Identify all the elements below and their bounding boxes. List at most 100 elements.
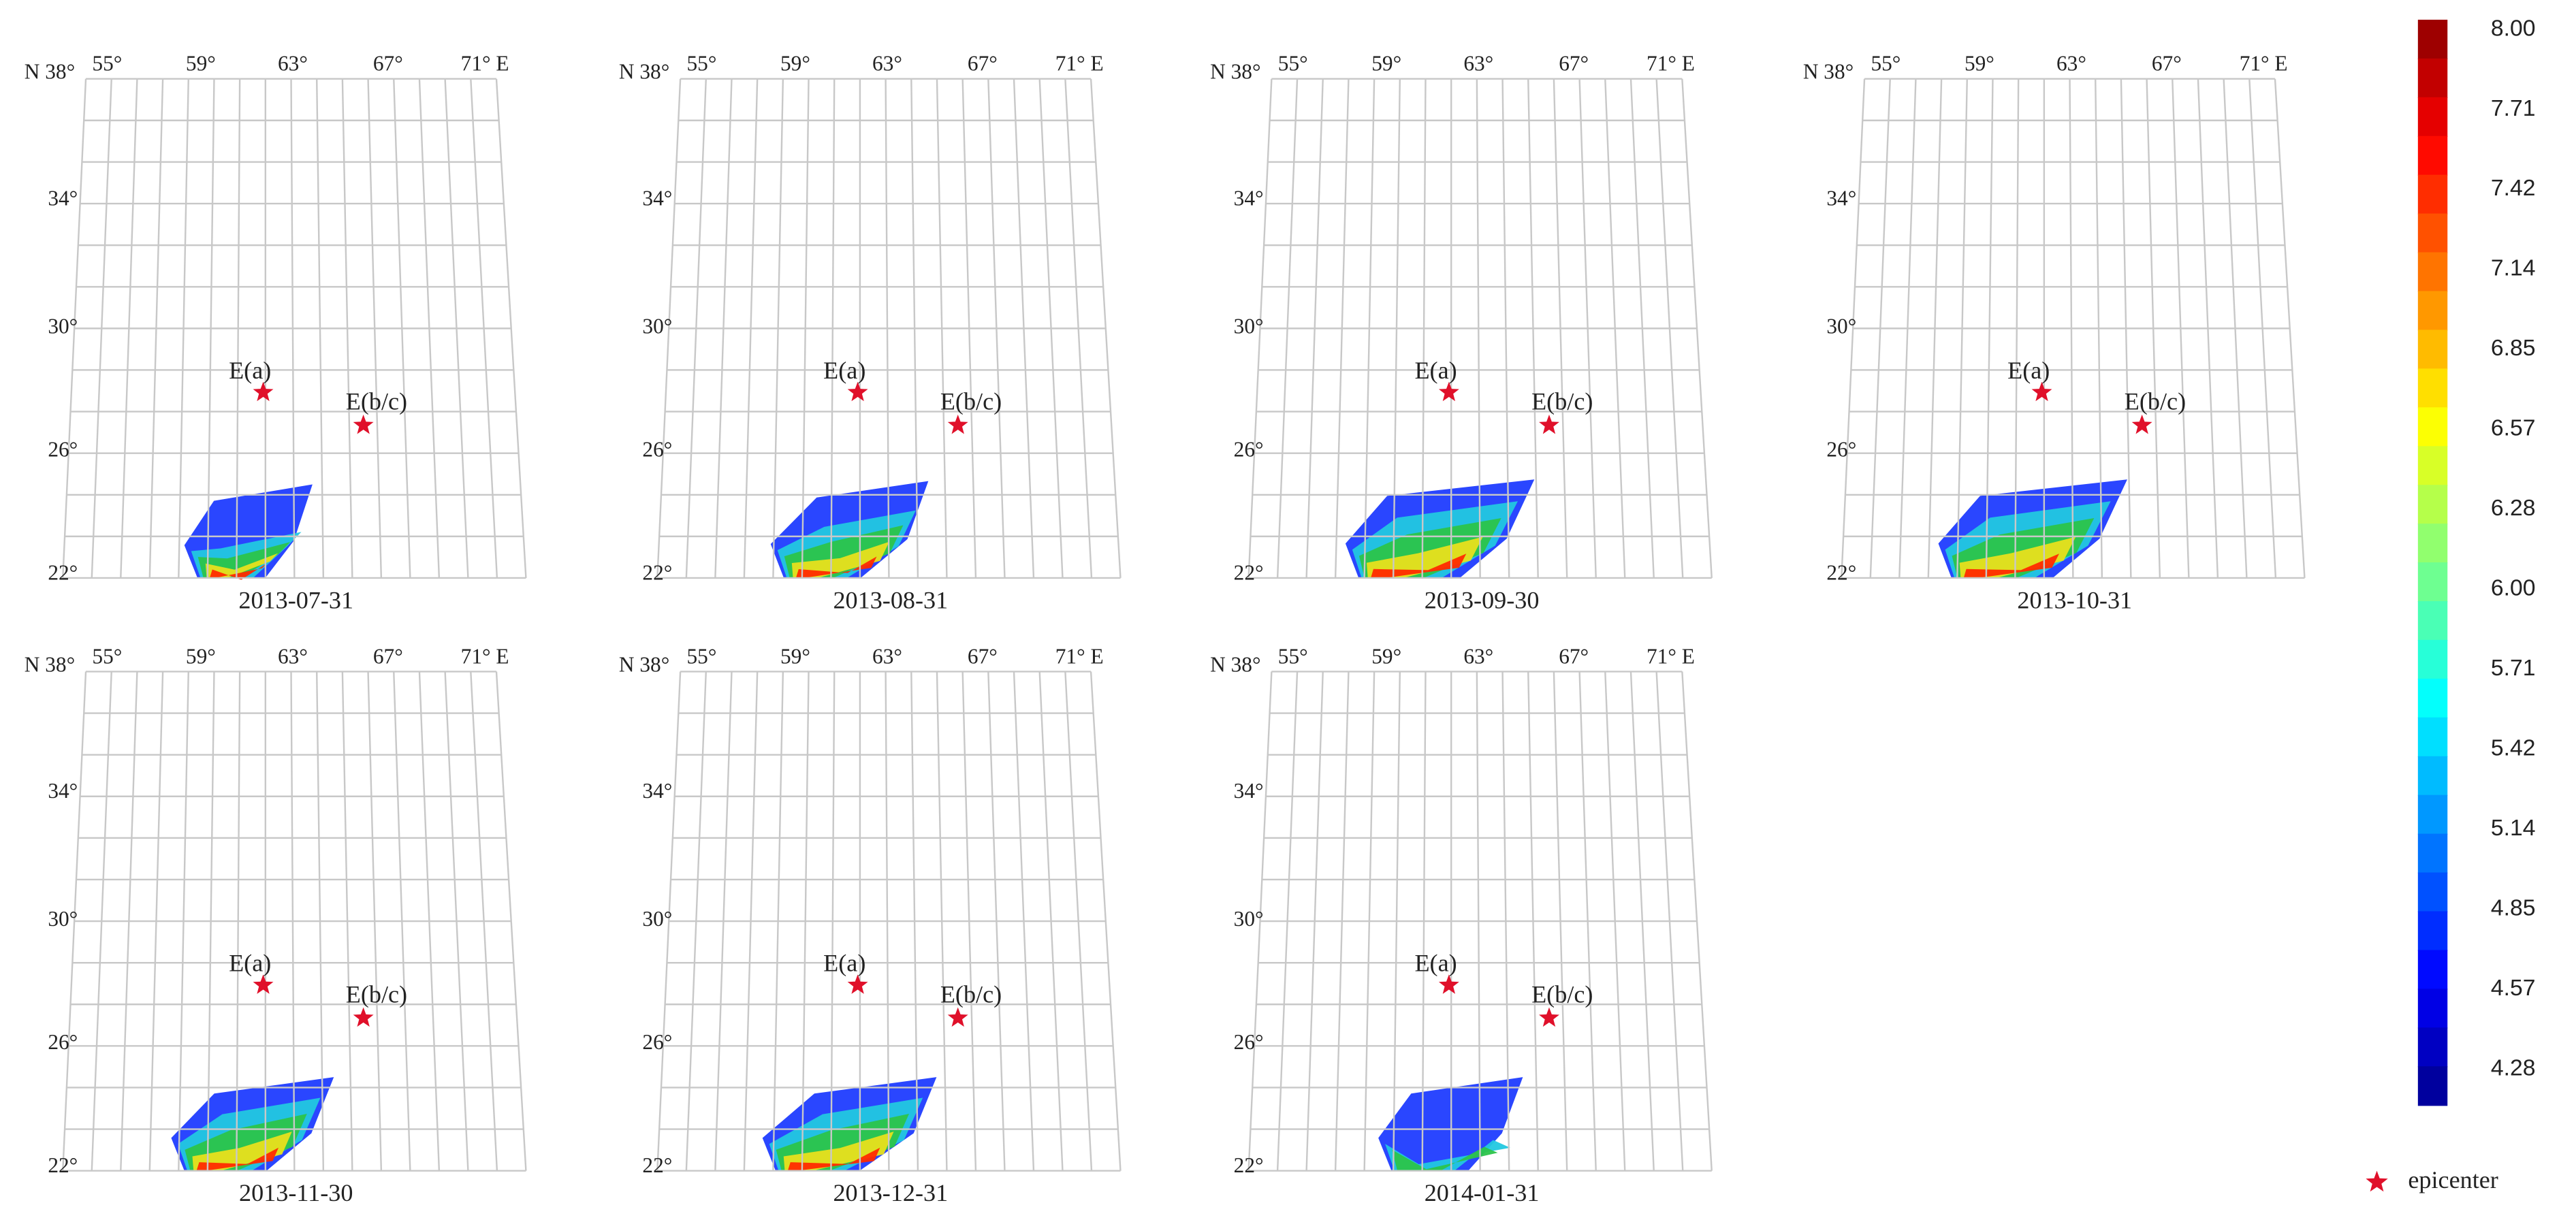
- panel-date: 2013-10-31: [2017, 586, 2132, 613]
- lat-label: 30°: [1826, 315, 1856, 338]
- lat-label: 30°: [642, 907, 672, 931]
- epicenter-label: E(b/c): [346, 980, 407, 1008]
- map-panel: 55° 59° 63° 67° 71° E N 38° 34° 30° 26° 22° E(a) E(…: [1803, 52, 2306, 613]
- epicenter-label: E(a): [823, 357, 865, 384]
- aod-plume: [209, 563, 267, 580]
- epicenter-marker: [1539, 1007, 1559, 1027]
- lon-label: 67°: [968, 52, 998, 76]
- epicenter-label: E(a): [1414, 357, 1457, 384]
- epicenter-marker: [253, 974, 274, 994]
- colorbar-label: 5.42: [2491, 735, 2536, 760]
- epicenter-label: E(b/c): [2125, 388, 2186, 415]
- epicenter-marker: [1438, 974, 1459, 994]
- colorbar-label: 7.71: [2491, 95, 2536, 121]
- lon-label: 67°: [373, 52, 403, 76]
- map-panel: 55° 59° 63° 67° 71° E N 38° 34° 30° 26° 22° E(a) E(…: [1210, 52, 1713, 613]
- lon-label: 71° E: [1055, 644, 1104, 668]
- panel-date: 2013-09-30: [1425, 586, 1540, 613]
- epicenter-marker: [2031, 381, 2052, 402]
- aod-plume: [196, 1147, 279, 1171]
- lat-label: 22°: [1826, 560, 1856, 584]
- aod-plume: [783, 1131, 894, 1171]
- colorbar-segment: [2417, 213, 2448, 253]
- epicenter-label: E(a): [823, 949, 865, 976]
- lat-label: 26°: [642, 1030, 672, 1054]
- lat-label: 34°: [642, 186, 672, 210]
- lon-label: 67°: [1559, 52, 1589, 76]
- colorbar-segment: [2417, 407, 2448, 447]
- panel-date: 2013-08-31: [833, 586, 948, 613]
- lon-label: 55°: [687, 644, 717, 668]
- colorbar-label: 5.71: [2491, 655, 2536, 681]
- colorbar-segment: [2417, 639, 2448, 680]
- epicenter-marker: [947, 414, 968, 434]
- lon-label: 59°: [1965, 52, 1994, 76]
- colorbar-label: 8.00: [2491, 15, 2536, 41]
- lon-label: 63°: [872, 52, 902, 76]
- lat-label: 26°: [642, 437, 672, 461]
- lon-label: 67°: [373, 644, 403, 668]
- legend-marker: [2366, 1170, 2388, 1192]
- lon-label: 55°: [687, 52, 717, 76]
- aod-plume: [1392, 1146, 1498, 1171]
- colorbar-segment: [2417, 678, 2448, 719]
- colorbar-segment: [2417, 833, 2448, 873]
- colorbar-segment: [2417, 950, 2448, 990]
- aod-plume: [1366, 536, 1483, 578]
- lat-label: 30°: [1234, 907, 1264, 931]
- lon-label: 59°: [186, 644, 216, 668]
- lon-label: 63°: [1463, 52, 1493, 76]
- lat-label: 22°: [1234, 1153, 1264, 1177]
- colorbar-segment: [2417, 989, 2448, 1029]
- lon-label: 55°: [1278, 52, 1308, 76]
- lon-label: 63°: [278, 644, 308, 668]
- lon-label: 71° E: [461, 644, 509, 668]
- lon-label: 71° E: [1647, 644, 1695, 668]
- epicenter-label: E(a): [2007, 357, 2050, 384]
- map-panel: 55° 59° 63° 67° 71° E N 38° 34° 30° 26° 22° E(a) E(…: [25, 644, 527, 1206]
- lon-label: 71° E: [1647, 52, 1695, 76]
- aod-plume: [791, 541, 889, 578]
- panel-date: 2013-07-31: [238, 586, 353, 613]
- lat-label: 26°: [1826, 437, 1856, 461]
- aod-plume: [1959, 536, 2076, 578]
- colorbar-segment: [2417, 19, 2448, 60]
- lat-label: 34°: [642, 779, 672, 803]
- lat-label: 34°: [48, 186, 78, 210]
- colorbar-segment: [2417, 330, 2448, 370]
- colorbar-segment: [2417, 485, 2448, 525]
- epicenter-marker: [847, 974, 868, 994]
- colorbar-segment: [2417, 174, 2448, 214]
- epicenter-marker: [353, 1007, 374, 1027]
- epicenter-marker: [1438, 381, 1459, 402]
- epicenter-label: E(b/c): [940, 388, 1002, 415]
- aod-plume: [205, 553, 279, 578]
- epicenter-marker: [2131, 414, 2152, 434]
- aod-plume: [787, 1147, 880, 1171]
- lon-label: 55°: [1278, 644, 1308, 668]
- lon-label: 59°: [780, 644, 810, 668]
- lat-label: 22°: [642, 1153, 672, 1177]
- aod-plume: [1385, 1140, 1510, 1171]
- colorbar-segment: [2417, 872, 2448, 912]
- colorbar-label: 6.85: [2491, 335, 2536, 361]
- colorbar-label: 4.57: [2491, 975, 2536, 1001]
- epicenter-label: E(a): [229, 357, 271, 384]
- lon-label: 67°: [2152, 52, 2182, 76]
- colorbar-segment: [2417, 600, 2448, 641]
- colorbar-segment: [2417, 446, 2448, 486]
- lon-label: 55°: [92, 644, 122, 668]
- colorbar-segment: [2417, 794, 2448, 835]
- colorbar-segment: [2417, 1027, 2448, 1068]
- lat-label: 22°: [1234, 560, 1264, 584]
- colorbar-segment: [2417, 368, 2448, 408]
- aod-plume: [192, 1131, 292, 1171]
- epicenter-marker: [947, 1007, 968, 1027]
- lat-label: 30°: [642, 315, 672, 338]
- lat-label: 26°: [1234, 437, 1264, 461]
- aod-plume: [795, 556, 877, 578]
- panel-date: 2013-11-30: [239, 1179, 353, 1206]
- lat-label: 22°: [642, 560, 672, 584]
- epicenter-label: E(b/c): [1531, 388, 1593, 415]
- lat-label: 30°: [48, 907, 78, 931]
